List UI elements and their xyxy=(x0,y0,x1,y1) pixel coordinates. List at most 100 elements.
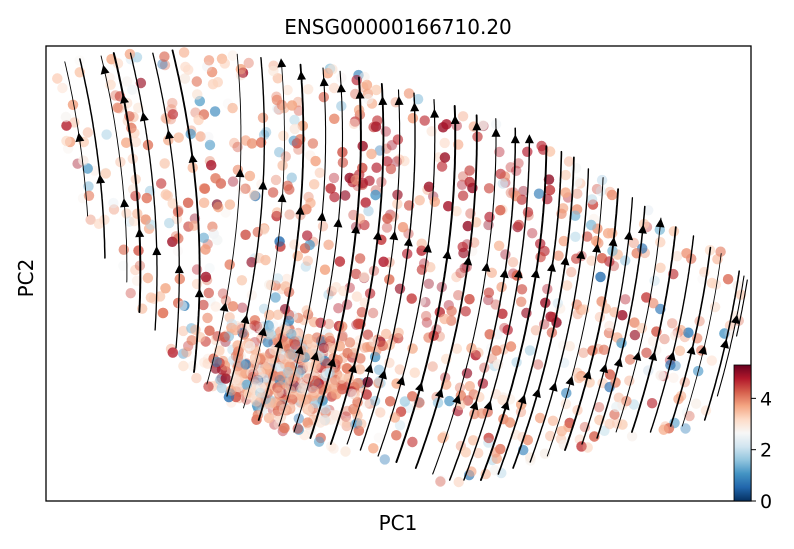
cell-point xyxy=(251,392,262,404)
cell-point xyxy=(457,111,469,122)
cell-point xyxy=(336,72,347,83)
cell-point xyxy=(60,111,72,123)
cell-point xyxy=(460,447,471,458)
cell-point xyxy=(297,355,308,366)
cell-point xyxy=(595,271,606,283)
cell-point xyxy=(167,109,179,120)
cell-point xyxy=(407,391,418,402)
cell-point xyxy=(670,360,681,371)
cell-point xyxy=(317,337,329,348)
cell-point xyxy=(306,382,317,393)
cell-point xyxy=(230,391,242,403)
cell-point xyxy=(477,120,488,131)
cell-point xyxy=(252,400,263,412)
cell-point xyxy=(318,342,330,354)
cell-point xyxy=(167,347,178,358)
cell-point xyxy=(303,348,314,359)
cell-point xyxy=(208,228,219,239)
cell-point xyxy=(234,366,245,377)
cell-point xyxy=(212,77,223,88)
cell-point xyxy=(61,120,72,131)
cell-point xyxy=(202,358,213,369)
cell-point xyxy=(344,172,355,184)
cell-point xyxy=(272,382,283,393)
cell-point xyxy=(609,409,620,420)
cell-point xyxy=(272,309,284,320)
cell-point xyxy=(416,238,427,249)
cell-point xyxy=(732,280,743,291)
cell-point xyxy=(267,404,279,416)
cell-point xyxy=(145,219,156,230)
cell-point xyxy=(491,345,502,356)
cell-point xyxy=(246,290,258,301)
cell-point xyxy=(285,403,296,414)
cell-point xyxy=(451,206,462,217)
cell-point xyxy=(275,371,286,382)
cell-point xyxy=(237,67,249,78)
cell-point xyxy=(284,357,296,369)
cell-point xyxy=(385,163,397,175)
cell-point xyxy=(351,291,363,302)
streamline xyxy=(243,60,285,409)
cell-point xyxy=(263,320,274,331)
streamline-arrowhead xyxy=(698,345,707,355)
cell-point xyxy=(332,354,343,366)
cell-point xyxy=(421,317,433,328)
cell-point xyxy=(384,274,395,285)
cell-point xyxy=(270,174,282,186)
cell-point xyxy=(346,388,357,399)
cell-point xyxy=(436,161,448,172)
cell-point xyxy=(280,377,291,388)
cell-point xyxy=(429,196,440,207)
cell-point xyxy=(329,191,340,203)
cell-point xyxy=(237,382,248,393)
cell-point xyxy=(282,366,294,378)
cell-point xyxy=(381,222,393,233)
cell-point xyxy=(328,82,340,94)
cell-point xyxy=(78,155,89,166)
cell-point xyxy=(681,248,692,259)
cell-point xyxy=(250,379,261,390)
cell-point xyxy=(352,410,363,421)
cell-point xyxy=(199,183,211,194)
cell-point xyxy=(100,168,112,179)
cell-point xyxy=(371,84,382,96)
cell-point xyxy=(368,443,379,454)
cell-point xyxy=(243,389,254,400)
cell-point xyxy=(462,220,473,232)
cell-point xyxy=(265,329,277,340)
streamline xyxy=(581,197,634,445)
cell-point xyxy=(211,356,222,368)
cell-point xyxy=(325,335,336,347)
cell-point xyxy=(284,365,296,376)
cell-point xyxy=(315,361,326,372)
cell-point xyxy=(495,205,506,216)
cell-point xyxy=(274,375,285,386)
cell-point xyxy=(327,64,338,75)
cell-point xyxy=(516,284,528,295)
streamline xyxy=(596,205,646,439)
streamline-arrowhead xyxy=(364,363,374,374)
cell-point xyxy=(291,138,303,149)
cell-point xyxy=(186,335,197,346)
cell-point xyxy=(198,109,210,120)
streamline xyxy=(395,105,457,463)
cell-point xyxy=(179,73,191,84)
cell-point xyxy=(281,326,293,337)
cell-point xyxy=(572,176,583,187)
cell-point xyxy=(285,348,296,360)
cell-point xyxy=(275,370,287,382)
cell-point xyxy=(244,343,255,354)
cell-point xyxy=(309,370,320,382)
cell-point xyxy=(276,348,287,359)
cell-point xyxy=(267,383,278,394)
cell-point xyxy=(206,66,218,78)
cell-point xyxy=(223,391,235,403)
cell-point xyxy=(211,356,222,368)
cell-point xyxy=(263,397,274,409)
cell-point xyxy=(460,447,471,458)
cell-point xyxy=(240,135,251,146)
cell-point xyxy=(301,394,312,405)
cell-point xyxy=(187,162,198,173)
cell-point xyxy=(350,174,361,185)
